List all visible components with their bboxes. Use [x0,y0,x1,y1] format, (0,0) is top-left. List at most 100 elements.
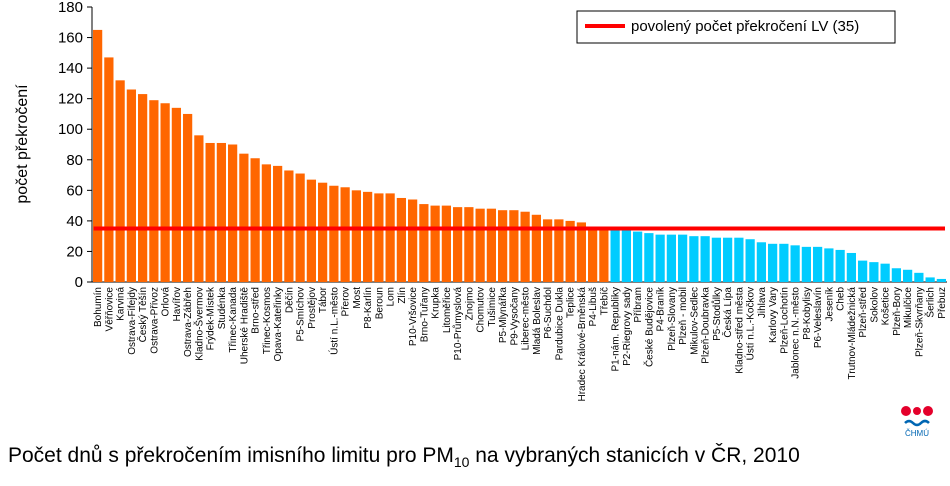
bar [138,94,148,282]
svg-text:ČHMÚ: ČHMÚ [905,429,929,438]
x-tick-label: Karviná [116,287,127,321]
legend: povolený počet překročení LV (35) [576,10,896,44]
x-tick-label: Most [352,287,363,309]
x-tick-label: Brno-střed [251,287,262,334]
bar [318,182,328,282]
x-tick-label: Kladno-Švermov [192,287,205,361]
chart: 0 20 40 60 80 100 120 140 160 180 Bohumín Věřňovic… [14,0,948,402]
x-tick-label: Děčín [284,287,295,313]
bar [183,113,193,282]
x-tick-label: Tábor [318,286,329,313]
x-tick-label: Chomutov [476,287,487,333]
x-tick-label: Hradec Králové-Brněnská [577,287,588,402]
x-tick-label: P6-Veleslavín [813,287,824,348]
bar [610,230,620,282]
x-tick-label: Přerov [341,287,352,316]
bar [925,277,935,282]
x-tick-label: Jablonec n.N.-město [791,287,802,379]
bar [261,164,271,282]
bar [711,237,721,282]
x-tick-label: Třinec-Kosmos [262,287,273,354]
bar [160,103,170,282]
x-tick-label: Kladno-střed města [734,287,745,374]
bar [576,222,586,282]
x-tick-label: Ostrava-Zábřeh [183,287,194,357]
x-tick-label: Český Těšín [136,287,149,342]
bar [779,243,789,282]
x-tick-label: P5-Smíchov [296,287,307,341]
bar [869,262,879,282]
bar [453,207,463,282]
x-tick-label: Liberec-město [521,287,532,351]
x-tick-label: Karlovy Vary [768,287,779,343]
x-tick-label: Uherské Hradiště [239,287,250,365]
bar [588,227,598,282]
bar [790,245,800,282]
y-tick-label: 100 [58,121,83,138]
bar [374,193,384,282]
bar [430,205,440,282]
x-tick-label: Trutnov-Mládežnická [847,287,858,380]
bar [194,135,204,282]
bar [914,272,924,282]
y-axis-title: počet překročení [14,84,31,204]
bar [813,246,823,282]
bar [554,219,564,282]
bar [396,197,406,282]
x-tick-label: Sokolov [869,287,880,323]
x-tick-label: P4-Braník [656,286,667,331]
bar [846,252,856,282]
y-tick-label: 40 [66,213,83,230]
bar [498,210,508,282]
bar [891,268,901,282]
x-tick-label: P2-Riegrovy sady [622,287,633,366]
bar [689,236,699,282]
bar [250,158,260,282]
bar [644,233,654,282]
bar [363,191,373,282]
x-tick-label: Plzeň-Skvrňany [914,287,925,357]
bar [306,179,316,282]
bar [239,153,249,282]
y-tick-label: 180 [58,0,83,16]
x-tick-label: Litoměřice [442,287,453,334]
x-tick-label: Orlová [161,287,172,317]
y-tick-label: 60 [66,182,83,199]
bar [756,242,766,282]
bar [678,234,688,282]
bar [655,234,665,282]
chmu-logo: ČHMÚ [901,406,933,438]
y-tick-label: 80 [66,152,83,169]
y-tick-label: 160 [58,30,83,47]
x-tick-label: P4-Libuš [588,287,599,326]
x-tick-label: Plzeň-Doubravka [701,287,712,364]
bar [216,142,226,282]
y-tick-label: 140 [58,60,83,77]
x-tick-label: P8-Karlín [363,287,374,329]
bar [734,237,744,282]
x-tick-label: Ostrava-Přívoz [149,287,160,354]
bar [509,210,519,282]
bar [858,260,868,282]
x-tick-label: Košetice [881,287,892,326]
x-tick-label: P1-nám. Republiky [611,287,622,371]
bar [115,80,125,282]
x-tick-label: Česká Lípa [721,287,734,338]
y-tick-label: 0 [75,274,83,291]
bar [464,207,474,282]
x-tick-label: Frýdek-Místek [206,286,217,350]
x-tick-label: Ostrava-Fifejdy [127,287,138,355]
x-tick-label: Plzeň-střed [858,287,869,338]
bar [104,57,114,282]
bar [621,230,631,282]
x-tick-label: Zlín [397,287,408,304]
x-tick-label: Znojmo [464,287,475,321]
bar [340,187,350,282]
bar [329,185,339,282]
bar [599,228,609,282]
x-tick-label: Jihlava [757,287,768,319]
x-tick-label: Opava-Kateřinky [273,287,284,361]
bar [835,249,845,282]
x-tick-label: P10-Průmyslová [452,287,464,361]
x-tick-label: P10-Vršovice [408,287,419,347]
